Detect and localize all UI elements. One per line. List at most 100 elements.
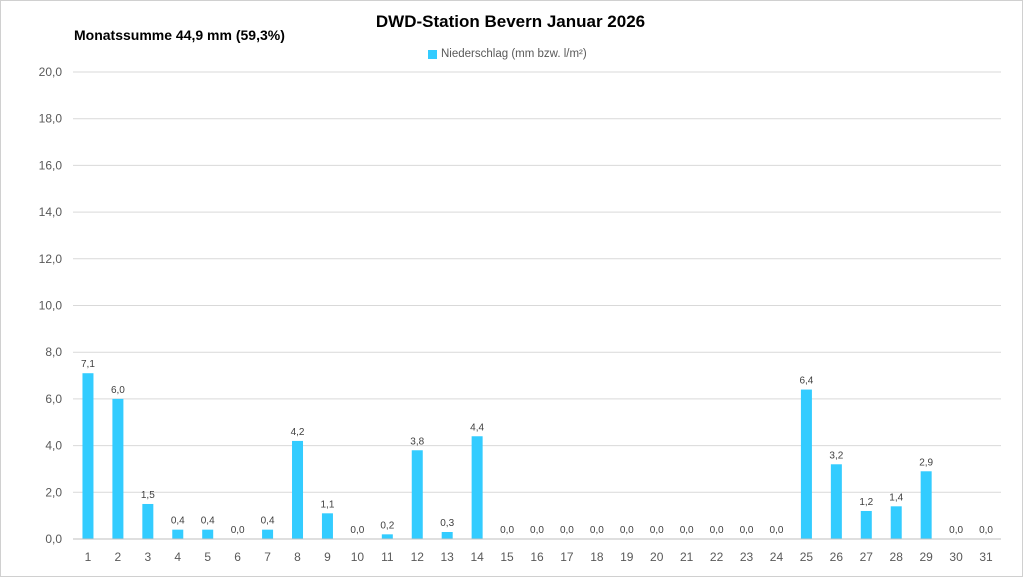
data-label: 0,3 <box>440 518 454 529</box>
x-tick-label: 4 <box>174 550 181 564</box>
y-tick-label: 4,0 <box>45 439 62 453</box>
x-tick-label: 20 <box>650 550 664 564</box>
data-label: 0,0 <box>590 525 604 536</box>
data-label: 0,0 <box>500 525 514 536</box>
data-label: 0,0 <box>650 525 664 536</box>
data-label: 0,2 <box>380 520 394 531</box>
x-tick-label: 15 <box>500 550 514 564</box>
y-tick-label: 20,0 <box>39 65 63 79</box>
x-tick-label: 11 <box>381 550 394 564</box>
x-tick-label: 8 <box>294 550 301 564</box>
data-label: 0,0 <box>231 525 245 536</box>
x-tick-label: 13 <box>441 550 455 564</box>
data-label: 0,0 <box>740 525 754 536</box>
x-tick-label: 26 <box>830 550 844 564</box>
x-tick-label: 29 <box>919 550 933 564</box>
x-tick-label: 14 <box>470 550 484 564</box>
data-label: 1,4 <box>889 492 903 503</box>
x-tick-label: 23 <box>740 550 754 564</box>
x-tick-label: 16 <box>530 550 544 564</box>
grid-lines <box>73 71 1001 493</box>
bar <box>830 464 842 539</box>
y-tick-label: 6,0 <box>45 392 62 406</box>
chart-legend: Niederschlag (mm bzw. l/m²) <box>428 48 587 60</box>
legend-label: Niederschlag (mm bzw. l/m²) <box>441 48 587 60</box>
data-label: 6,4 <box>799 376 813 387</box>
y-tick-label: 18,0 <box>39 112 63 126</box>
data-label: 3,2 <box>829 450 843 461</box>
bar <box>471 436 483 539</box>
data-label: 0,0 <box>620 525 634 536</box>
data-label: 2,9 <box>919 457 933 468</box>
data-label: 4,2 <box>291 427 305 438</box>
bar <box>800 389 812 539</box>
x-tick-label: 21 <box>680 550 694 564</box>
x-tick-label: 2 <box>115 550 122 564</box>
x-tick-label: 19 <box>620 550 634 564</box>
data-label: 0,0 <box>350 525 364 536</box>
bar <box>82 373 94 539</box>
data-label: 1,2 <box>859 497 873 508</box>
bar-series <box>82 373 932 539</box>
y-tick-label: 16,0 <box>39 158 63 172</box>
bar <box>890 506 902 539</box>
x-tick-label: 24 <box>770 550 784 564</box>
x-tick-label: 22 <box>710 550 724 564</box>
x-axis-ticks: 1 2 3 4 5 6 7 8 9 10 11 12 13 14 15 16 17 18 19 20 21 22 23 24 2… <box>85 550 993 564</box>
data-label: 6,0 <box>111 385 125 396</box>
chart-subtitle: Monatssumme 44,9 mm (59,3%) <box>74 27 285 43</box>
x-tick-label: 10 <box>351 550 365 564</box>
data-label: 0,0 <box>770 525 784 536</box>
bar <box>321 513 333 539</box>
data-label: 1,1 <box>320 499 334 510</box>
x-tick-label: 18 <box>590 550 604 564</box>
y-axis-ticks: 0,0 2,0 4,0 6,0 8,0 10,0 12,0 14,0 16,0 18,0 20,0 <box>39 65 63 546</box>
data-label: 1,5 <box>141 490 155 501</box>
x-tick-label: 7 <box>264 550 271 564</box>
data-label: 0,0 <box>710 525 724 536</box>
bar <box>172 529 184 539</box>
data-label: 0,4 <box>171 516 185 527</box>
x-tick-label: 27 <box>860 550 874 564</box>
bar <box>112 398 124 539</box>
x-tick-label: 6 <box>234 550 241 564</box>
bar <box>441 531 453 539</box>
data-label: 0,0 <box>949 525 963 536</box>
bar <box>860 510 872 539</box>
x-tick-label: 3 <box>144 550 151 564</box>
data-label: 0,0 <box>560 525 574 536</box>
bar <box>411 450 423 539</box>
data-label: 4,4 <box>470 422 484 433</box>
x-tick-label: 17 <box>560 550 574 564</box>
x-tick-label: 5 <box>204 550 211 564</box>
legend-swatch <box>428 49 437 59</box>
x-tick-label: 9 <box>324 550 331 564</box>
x-tick-label: 12 <box>411 550 425 564</box>
data-label: 7,1 <box>81 359 95 370</box>
y-tick-label: 2,0 <box>45 485 62 499</box>
x-tick-label: 28 <box>890 550 904 564</box>
data-label: 0,0 <box>530 525 544 536</box>
data-label: 0,0 <box>680 525 694 536</box>
x-tick-label: 25 <box>800 550 814 564</box>
bar <box>142 503 154 539</box>
y-tick-label: 0,0 <box>45 532 62 546</box>
bar <box>920 471 932 539</box>
bar <box>381 534 393 539</box>
x-tick-label: 31 <box>979 550 993 564</box>
data-label: 0,4 <box>201 516 215 527</box>
y-tick-label: 10,0 <box>39 299 63 313</box>
x-tick-label: 1 <box>85 550 92 564</box>
data-label: 3,8 <box>410 436 424 447</box>
y-tick-label: 12,0 <box>39 252 63 266</box>
chart-title: DWD-Station Bevern Januar 2026 <box>375 12 646 31</box>
x-tick-label: 30 <box>949 550 963 564</box>
data-label: 0,0 <box>979 525 993 536</box>
y-tick-label: 8,0 <box>45 345 62 359</box>
bar <box>262 529 274 539</box>
y-tick-label: 14,0 <box>39 205 63 219</box>
bar <box>292 440 304 539</box>
bar <box>202 529 214 539</box>
data-label: 0,4 <box>261 516 275 527</box>
